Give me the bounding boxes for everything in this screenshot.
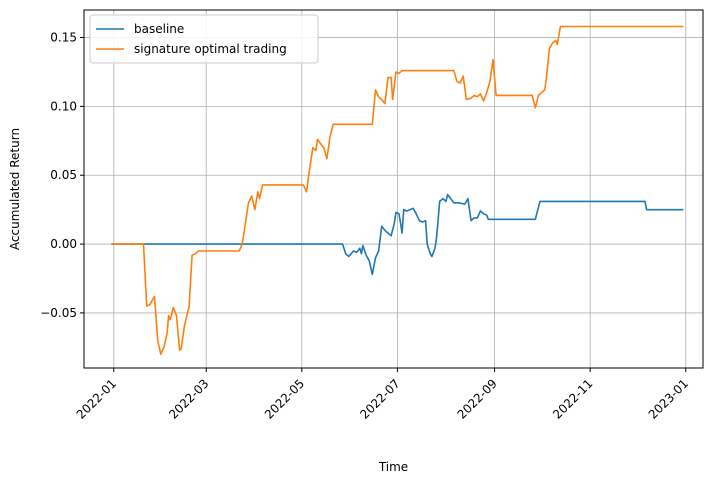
legend-label-signature-optimal-trading: signature optimal trading [134,42,287,56]
y-tick-label-1: 0.00 [50,237,77,251]
series-line-baseline [111,193,684,276]
y-axis-label: Accumulated Return [8,128,22,250]
y-tick-label-0: −0.05 [40,306,77,320]
series-line-signature-optimal-trading [111,25,684,356]
plot-area [84,10,703,368]
series-lines [111,25,684,356]
y-tick-label-4: 0.15 [50,31,77,45]
plot-frame [83,9,704,369]
legend: baseline signature optimal trading [89,14,319,64]
y-tick-label-3: 0.10 [50,99,77,113]
x-axis-label: Time [378,460,408,474]
legend-label-baseline: baseline [134,22,184,36]
y-axis-ticks: −0.05 0.00 0.05 0.10 0.15 [40,31,84,320]
y-tick-label-2: 0.05 [50,168,77,182]
legend-box [89,14,319,64]
